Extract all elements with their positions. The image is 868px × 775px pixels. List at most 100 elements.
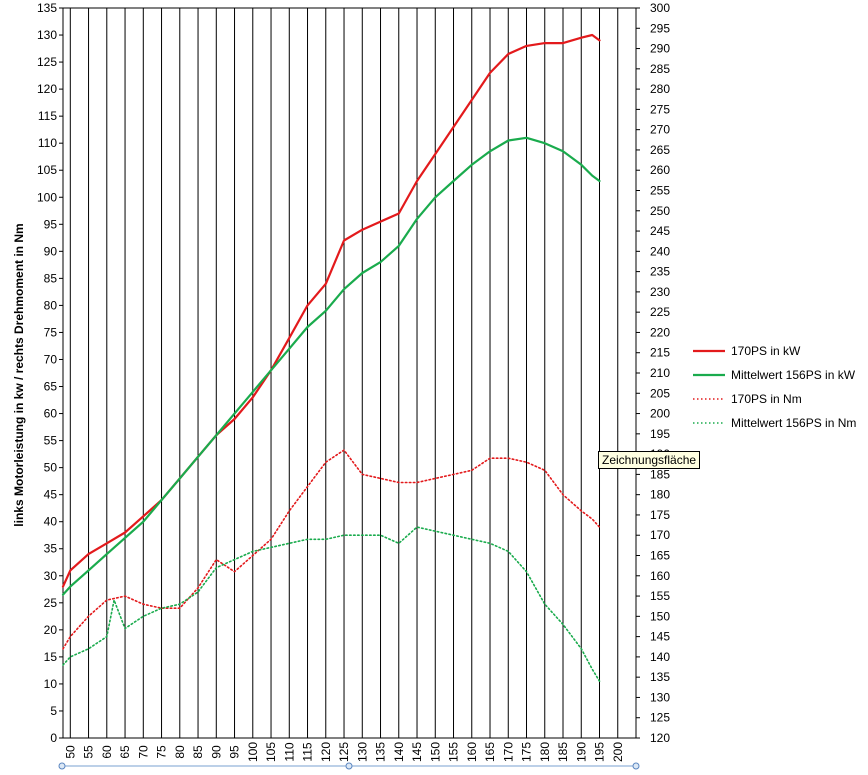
y-right-tick-label: 215 (650, 346, 670, 360)
x-tick-label: 170 (501, 742, 515, 762)
x-tick-label: 125 (337, 742, 351, 762)
y-left-tick-label: 40 (44, 515, 58, 529)
y-left-tick-label: 5 (50, 704, 57, 718)
y-right-tick-label: 250 (650, 204, 670, 218)
selection-handle[interactable] (345, 762, 353, 770)
y-right-tick-label: 265 (650, 143, 670, 157)
legend-label-1: 170PS in kW (731, 344, 801, 358)
x-tick-label: 165 (483, 742, 497, 762)
y-left-tick-label: 85 (44, 271, 58, 285)
y-right-tick-label: 300 (650, 1, 670, 15)
y-right-tick-label: 120 (650, 731, 670, 745)
y-right-tick-label: 130 (650, 690, 670, 704)
y-left-tick-label: 120 (37, 82, 57, 96)
x-tick-label: 155 (447, 742, 461, 762)
x-tick-label: 200 (611, 742, 625, 762)
y-right-tick-label: 210 (650, 366, 670, 380)
y-right-tick-label: 220 (650, 325, 670, 339)
y-left-tick-label: 60 (44, 407, 58, 421)
x-axis-labels: 50 55 60 65 70 75 80 85 90 95 100 105 110 115 120 125 13… (63, 742, 624, 762)
y-left-tick-label: 105 (37, 163, 57, 177)
y-right-tick-label: 165 (650, 549, 670, 563)
series-line-3 (62, 449, 601, 650)
y-left-tick-label: 10 (44, 677, 58, 691)
y-right-tick-label: 245 (650, 224, 670, 238)
legend-label-3: 170PS in Nm (731, 392, 802, 406)
y-right-tick-label: 290 (650, 42, 670, 56)
tooltip-plot-area: Zeichnungsfläche (598, 451, 701, 469)
y-right-tick-label: 145 (650, 630, 670, 644)
y-left-tick-label: 0 (50, 731, 57, 745)
grid-lines (69, 8, 619, 738)
x-tick-label: 145 (410, 742, 424, 762)
legend[interactable]: 170PS in kW Mittelwert 156PS in kW 170PS i… (693, 344, 856, 430)
y-right-tick-label: 155 (650, 589, 670, 603)
y-left-tick-label: 15 (44, 650, 58, 664)
y-right-tick-label: 195 (650, 427, 670, 441)
y-left-tick-label: 50 (44, 461, 58, 475)
x-tick-label: 80 (173, 745, 187, 759)
x-tick-label: 110 (282, 742, 296, 761)
x-tick-label: 85 (191, 745, 205, 759)
y-right-tick-label: 240 (650, 244, 670, 258)
y-right-tick-label: 140 (650, 650, 670, 664)
y-right-tick-label: 200 (650, 407, 670, 421)
y-left-tick-label: 135 (37, 1, 57, 15)
selection-handles (58, 762, 640, 770)
x-tick-label: 65 (118, 745, 132, 759)
x-tick-label: 140 (392, 742, 406, 762)
x-tick-label: 55 (82, 745, 96, 759)
y-right-tick-label: 280 (650, 82, 670, 96)
y-right-tick-label: 270 (650, 123, 670, 137)
selection-handle[interactable] (58, 762, 66, 770)
y-right-tick-label: 235 (650, 265, 670, 279)
y-right-tick-label: 255 (650, 184, 670, 198)
y-left-tick-label: 65 (44, 380, 58, 394)
x-tick-label: 130 (355, 742, 369, 762)
y-right-tick-label: 170 (650, 528, 670, 542)
x-tick-label: 105 (264, 742, 278, 762)
x-tick-label: 135 (374, 742, 388, 762)
x-tick-label: 180 (538, 742, 552, 762)
y-left-tick-label: 20 (44, 623, 58, 637)
y-left-tick-label: 115 (38, 109, 57, 123)
x-tick-label: 75 (155, 745, 169, 759)
x-tick-label: 90 (209, 745, 223, 759)
x-tick-label: 120 (319, 742, 333, 762)
right-axis-labels: 120 125 130 135 140 145 150 155 160 165 170 175 180 1… (636, 1, 670, 745)
y-right-tick-label: 295 (650, 21, 670, 35)
series-line-4 (62, 526, 601, 683)
y-left-tick-label: 30 (44, 569, 58, 583)
y-right-tick-label: 125 (650, 711, 670, 725)
y-right-tick-label: 175 (650, 508, 670, 522)
x-tick-label: 70 (136, 745, 150, 759)
y-left-tick-label: 55 (44, 434, 58, 448)
y-left-tick-label: 90 (44, 244, 58, 258)
y-left-tick-label: 75 (44, 325, 58, 339)
y-right-tick-label: 135 (650, 670, 670, 684)
y-left-tick-label: 25 (44, 596, 58, 610)
y-right-tick-label: 205 (650, 386, 670, 400)
y-right-tick-label: 225 (650, 305, 670, 319)
y-left-tick-label: 125 (37, 55, 57, 69)
left-axis-labels: 0 5 10 15 20 25 30 35 40 45 50 55 60 65 70 75 80 85 90 95 10… (37, 1, 63, 745)
y-right-tick-label: 275 (650, 102, 670, 116)
x-tick-label: 150 (428, 742, 442, 762)
plot-area[interactable] (63, 8, 636, 738)
y-right-tick-label: 185 (650, 467, 670, 481)
selection-handle[interactable] (632, 762, 640, 770)
y-left-tick-label: 110 (38, 136, 57, 150)
y-left-tick-label: 80 (44, 298, 58, 312)
series-line-1 (61, 33, 601, 588)
series-lines (61, 33, 601, 683)
y-right-tick-label: 150 (650, 609, 670, 623)
series-line-2 (61, 136, 601, 596)
x-tick-label: 175 (520, 742, 534, 762)
y-left-tick-label: 70 (44, 352, 58, 366)
x-tick-label: 115 (301, 742, 315, 761)
legend-label-4: Mittelwert 156PS in Nm (731, 416, 856, 430)
y-axis-title: links Motorleistung in kw / rechts Drehm… (12, 223, 26, 526)
y-left-tick-label: 130 (37, 28, 57, 42)
x-tick-label: 50 (63, 745, 77, 759)
